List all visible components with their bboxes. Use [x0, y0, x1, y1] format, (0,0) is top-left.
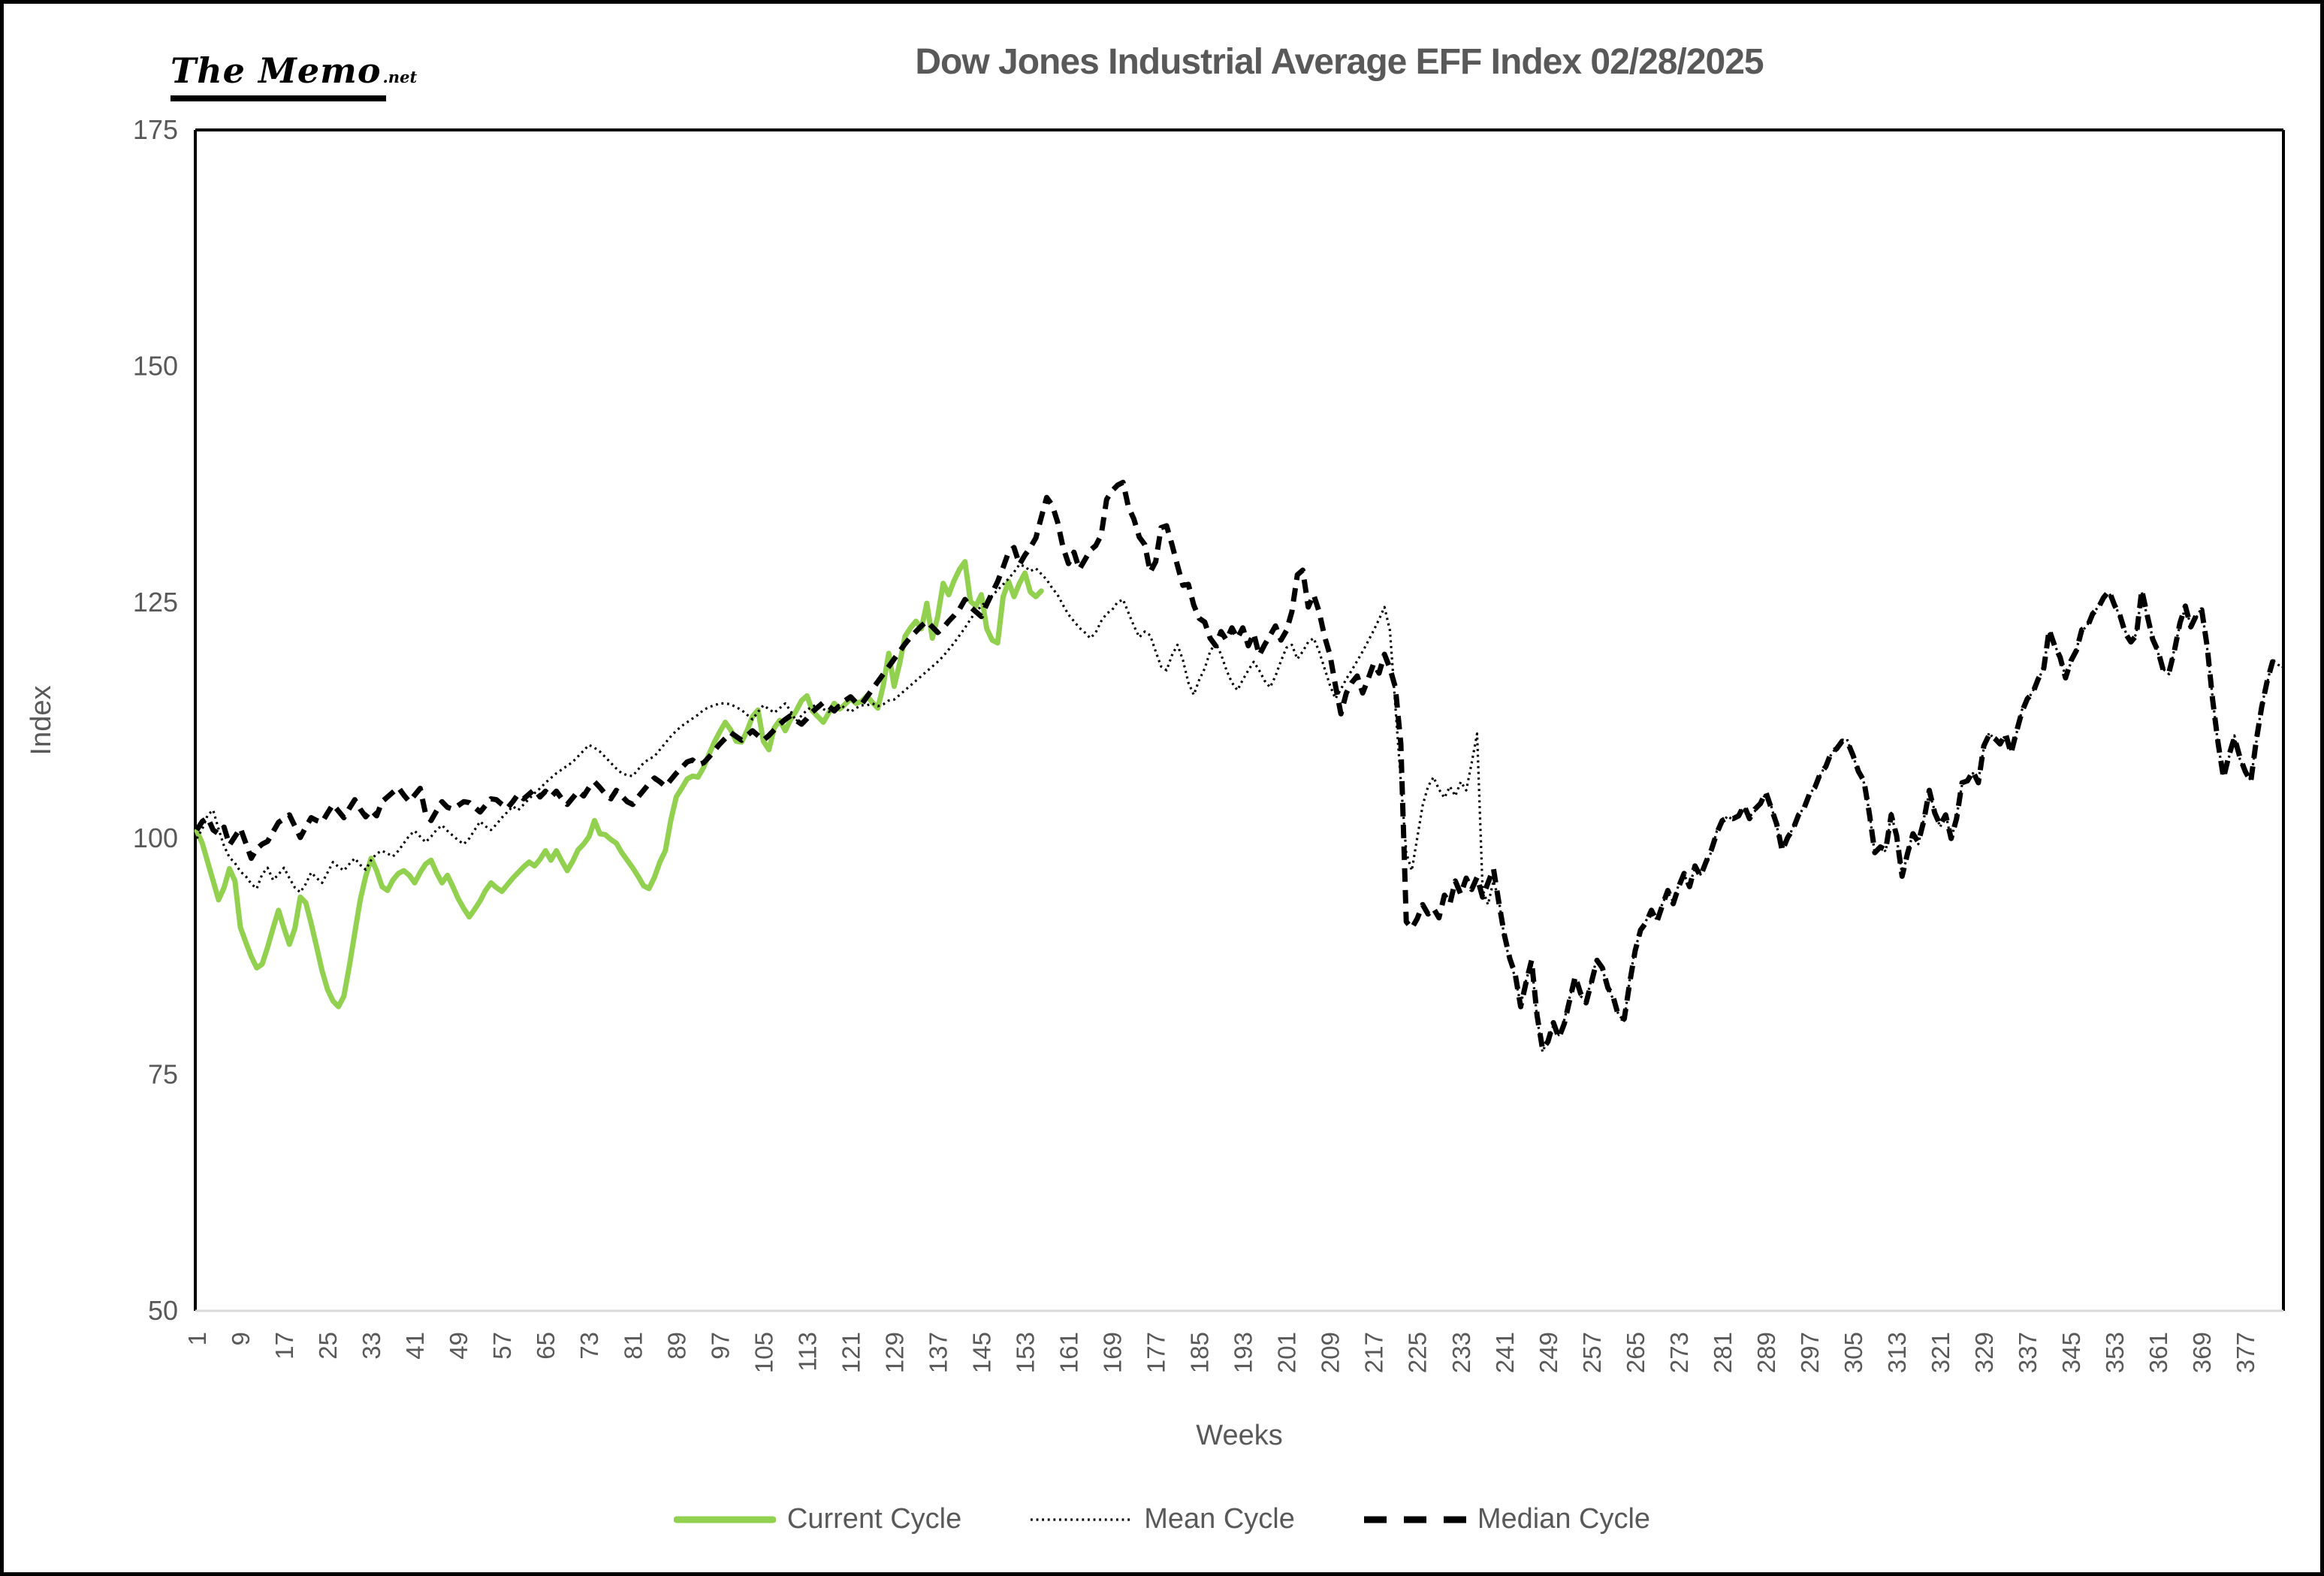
x-axis-tick-label: 329: [1970, 1332, 1998, 1373]
y-axis-tick-label: 125: [133, 587, 178, 617]
x-axis-tick-label: 249: [1535, 1332, 1562, 1373]
plot-svg: 175 150 125 100 75 50 1 9 17 25 33 41 49 57 65 73 81 89 97…: [26, 114, 2285, 1451]
x-axis-tick-label: 73: [575, 1332, 603, 1360]
x-axis-tick-label: 65: [532, 1332, 560, 1360]
chart-legend: Current Cycle Mean Cycle Median Cycle: [4, 1503, 2320, 1535]
x-axis-tick-label: 169: [1099, 1332, 1127, 1373]
series-line-current-cycle: [194, 559, 1044, 1010]
x-axis-tick-label: 89: [662, 1332, 690, 1360]
legend-item-current: Current Cycle: [673, 1503, 962, 1535]
x-axis-tick-label: 161: [1055, 1332, 1083, 1373]
legend-label-median-cycle: Median Cycle: [1477, 1503, 1651, 1535]
x-axis-tick-label: 265: [1622, 1332, 1649, 1373]
y-axis-tick-label: 50: [148, 1295, 178, 1326]
x-axis-tick-label: 185: [1186, 1332, 1214, 1373]
site-logo: The Memo.net: [171, 50, 417, 101]
x-axis-tick-label: 41: [401, 1332, 429, 1360]
x-axis-tick-label: 49: [445, 1332, 472, 1360]
x-axis-tick-label: 345: [2057, 1332, 2085, 1373]
x-axis-tick-label: 201: [1273, 1332, 1301, 1373]
x-axis-tick-label: 105: [750, 1332, 777, 1373]
legend-item-median: Median Cycle: [1363, 1503, 1651, 1535]
x-axis-tick-label: 233: [1447, 1332, 1475, 1373]
x-axis-tick-label: 273: [1665, 1332, 1693, 1373]
x-axis-tick-label: 17: [270, 1332, 298, 1360]
y-axis-tick-label: 150: [133, 350, 178, 381]
x-axis-tick-label: 353: [2101, 1332, 2129, 1373]
x-axis-tick-label: 225: [1404, 1332, 1432, 1373]
y-axis-tick-label: 175: [133, 114, 178, 145]
x-axis-tick-label: 121: [837, 1332, 865, 1373]
x-axis-title: Weeks: [1196, 1420, 1282, 1451]
x-axis-tick-label: 137: [924, 1332, 952, 1373]
x-axis-tick-label: 1: [183, 1332, 211, 1345]
x-axis-tick-label: 289: [1752, 1332, 1780, 1373]
x-axis-tick-label: 313: [1883, 1332, 1911, 1373]
x-axis-tick-label: 97: [706, 1332, 734, 1360]
x-axis-tick-label: 113: [793, 1332, 821, 1372]
x-axis-tick-label: 57: [488, 1332, 516, 1360]
x-axis-tick-label: 209: [1317, 1332, 1345, 1373]
x-axis-tick-label: 153: [1011, 1332, 1039, 1373]
y-axis-tick-label: 100: [133, 823, 178, 853]
x-axis-tick-label: 9: [227, 1332, 255, 1345]
x-axis-tick-label: 129: [880, 1332, 908, 1373]
x-axis-tick-label: 193: [1230, 1332, 1257, 1373]
x-axis-tick-label: 257: [1578, 1332, 1606, 1373]
legend-marker-mean-cycle: [1031, 1517, 1133, 1521]
legend-label-current-cycle: Current Cycle: [786, 1503, 962, 1535]
logo-text: The Memo: [171, 50, 386, 101]
x-axis-tick-label: 361: [2144, 1332, 2172, 1373]
series-line-median-cycle: [195, 479, 2285, 1052]
x-axis-tick-label: 33: [358, 1332, 385, 1360]
x-axis-tick-label: 241: [1491, 1332, 1519, 1373]
legend-label-mean-cycle: Mean Cycle: [1144, 1503, 1295, 1535]
x-axis-tick-label: 81: [619, 1332, 647, 1360]
x-axis-tick-label: 337: [2014, 1332, 2042, 1373]
series-line-mean-cycle: [195, 563, 2284, 1054]
x-axis-tick-label: 25: [314, 1332, 342, 1360]
x-axis-tick-label: 297: [1796, 1332, 1824, 1373]
x-axis-tick-label: 369: [2188, 1332, 2216, 1373]
legend-marker-current-cycle: [673, 1516, 776, 1523]
chart-title: Dow Jones Industrial Average EFF Index 0…: [915, 42, 1764, 82]
x-axis-tick-label: 281: [1709, 1332, 1737, 1373]
x-axis-tick-label: 217: [1360, 1332, 1388, 1373]
x-axis-tick-label: 377: [2232, 1332, 2259, 1373]
y-axis-tick-label: 75: [148, 1059, 178, 1090]
legend-item-mean: Mean Cycle: [1031, 1503, 1295, 1535]
x-axis-tick-label: 321: [1927, 1332, 1954, 1373]
x-axis-tick-label: 145: [967, 1332, 995, 1373]
plot-generated: 175 150 125 100 75 50 1 9 17 25 33 41 49 57 65 73 81 89 97…: [133, 114, 2285, 1373]
logo-suffix: .net: [382, 68, 418, 86]
x-axis-tick-label: 305: [1840, 1332, 1867, 1373]
legend-marker-median-cycle: [1363, 1516, 1466, 1523]
x-axis-tick-label: 177: [1142, 1332, 1170, 1373]
y-axis-title: Index: [26, 686, 57, 756]
